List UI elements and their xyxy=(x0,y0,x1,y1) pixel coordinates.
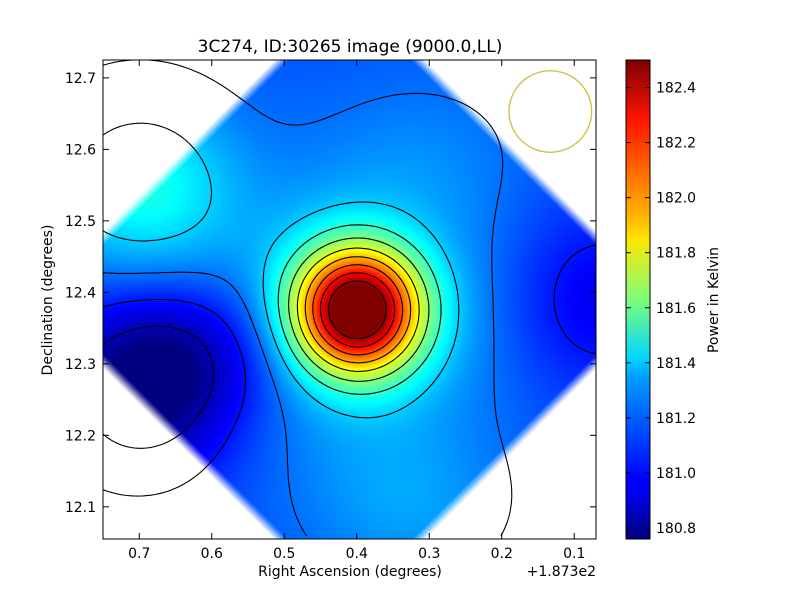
y-axis: 12.7 12.6 12.5 12.4 12.3 12.2 12.1 xyxy=(65,71,596,516)
x-axis-label: Right Ascension (degrees) xyxy=(258,564,442,580)
contour-line xyxy=(312,264,404,356)
x-tick-label: 0.2 xyxy=(491,546,513,562)
colorbar-tick-label: 182.0 xyxy=(656,191,696,207)
chart-title: 3C274, ID:30265 image (9000.0,LL) xyxy=(198,37,503,57)
contour-line xyxy=(296,247,420,372)
heatmap-plot-area xyxy=(103,60,596,539)
colorbar-tick-label: 181.0 xyxy=(656,466,696,482)
heatmap-image xyxy=(103,60,596,539)
x-tick-label: 0.3 xyxy=(418,546,440,562)
beam-circle xyxy=(508,70,593,153)
colorbar-tick-label: 180.8 xyxy=(656,521,696,537)
colorbar-label: Power in Kelvin xyxy=(706,247,722,353)
contour-line xyxy=(288,237,430,382)
plot-frame xyxy=(102,59,597,540)
x-axis-offset-label: +1.873e2 xyxy=(527,564,596,580)
y-tick-label: 12.7 xyxy=(65,71,96,87)
colorbar-tick-label: 181.6 xyxy=(656,301,696,317)
colorbar-tick-label: 182.4 xyxy=(656,81,696,97)
y-axis-label: Declination (degrees) xyxy=(40,225,56,376)
contour-line xyxy=(103,325,215,449)
y-tick-label: 12.4 xyxy=(65,285,96,301)
contour-line xyxy=(319,272,396,348)
y-tick-label: 12.3 xyxy=(65,357,96,373)
contour-line xyxy=(103,122,460,419)
contour-line xyxy=(103,244,596,497)
y-tick-label: 12.6 xyxy=(65,142,96,158)
colorbar-tick-label: 181.2 xyxy=(656,411,696,427)
colorbar-ticks: 182.4 182.2 182.0 181.8 181.6 181.4 181.2 181.0… xyxy=(626,81,696,537)
y-tick-label: 12.1 xyxy=(65,500,96,516)
contour-lines xyxy=(103,60,596,537)
contour-line xyxy=(103,60,513,537)
x-tick-label: 0.6 xyxy=(201,546,223,562)
colorbar xyxy=(625,59,651,540)
contour-line xyxy=(328,280,387,340)
y-tick-label: 12.5 xyxy=(65,214,96,230)
x-tick-label: 0.5 xyxy=(273,546,295,562)
y-tick-label: 12.2 xyxy=(65,428,96,444)
x-tick-label: 0.1 xyxy=(563,546,585,562)
colorbar-tick-label: 182.2 xyxy=(656,136,696,152)
x-axis: 0.7 0.6 0.5 0.4 0.3 0.2 0.1 xyxy=(128,60,585,562)
contour-line xyxy=(277,224,442,395)
x-tick-label: 0.4 xyxy=(346,546,368,562)
x-tick-label: 0.7 xyxy=(128,546,150,562)
colorbar-tick-label: 181.4 xyxy=(656,356,696,372)
colorbar-tick-label: 181.8 xyxy=(656,246,696,262)
contour-line xyxy=(304,256,412,364)
